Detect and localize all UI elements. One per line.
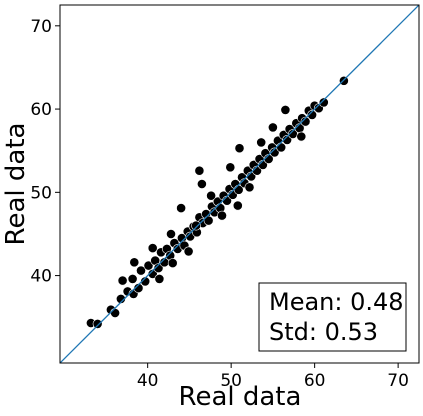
data-point: [127, 273, 138, 284]
data-point: [267, 122, 278, 133]
data-point: [217, 210, 227, 221]
data-point: [318, 97, 329, 108]
data-point: [133, 283, 144, 293]
data-point: [167, 258, 178, 268]
data-point: [244, 182, 255, 193]
y-tick-label: 60: [30, 100, 52, 120]
data-point: [92, 318, 103, 329]
data-point: [282, 134, 292, 145]
data-point: [203, 215, 214, 226]
data-point: [154, 273, 165, 284]
stats-mean-label: Mean: 0.48: [269, 288, 404, 316]
x-tick-label: 60: [304, 371, 326, 391]
y-axis-title: Real data: [1, 123, 31, 246]
data-point: [153, 263, 164, 273]
data-point: [276, 142, 287, 153]
data-point: [116, 293, 126, 304]
data-point: [232, 200, 243, 211]
data-point: [206, 190, 216, 201]
axis-ticks: 40 50 60 70 40 50 60 70: [30, 17, 409, 391]
x-tick-label: 50: [220, 371, 242, 391]
stats-box-frame: [258, 282, 407, 352]
data-point: [110, 308, 120, 318]
y-tick-label: 50: [30, 183, 52, 203]
data-point: [280, 105, 291, 115]
data-point: [166, 229, 176, 239]
x-axis-title: Real data: [179, 382, 302, 412]
data-point: [194, 165, 205, 176]
x-tick-label: 70: [387, 371, 409, 391]
data-point: [117, 275, 128, 286]
data-point: [296, 131, 307, 142]
data-point: [147, 268, 158, 279]
y-tick-label: 40: [30, 267, 52, 287]
data-point: [225, 162, 236, 173]
data-point: [300, 116, 311, 127]
data-point: [307, 110, 317, 120]
data-point: [147, 243, 158, 253]
data-point: [234, 143, 245, 154]
data-point: [136, 265, 146, 276]
identity-line: [60, 5, 419, 363]
x-tick-label: 40: [137, 371, 159, 391]
y-tick-label: 70: [30, 17, 52, 37]
stats-std-label: Std: 0.53: [269, 318, 378, 346]
data-point: [140, 276, 151, 287]
data-point: [256, 137, 267, 148]
plot-frame: [59, 4, 420, 364]
data-point: [191, 220, 201, 231]
data-point: [183, 246, 194, 257]
data-point: [269, 147, 280, 158]
data-point: [143, 260, 154, 271]
data-point: [129, 257, 140, 268]
data-point: [196, 179, 207, 189]
stats-box: Mean: 0.48 Std: 0.53: [258, 282, 407, 352]
data-point: [176, 203, 186, 213]
